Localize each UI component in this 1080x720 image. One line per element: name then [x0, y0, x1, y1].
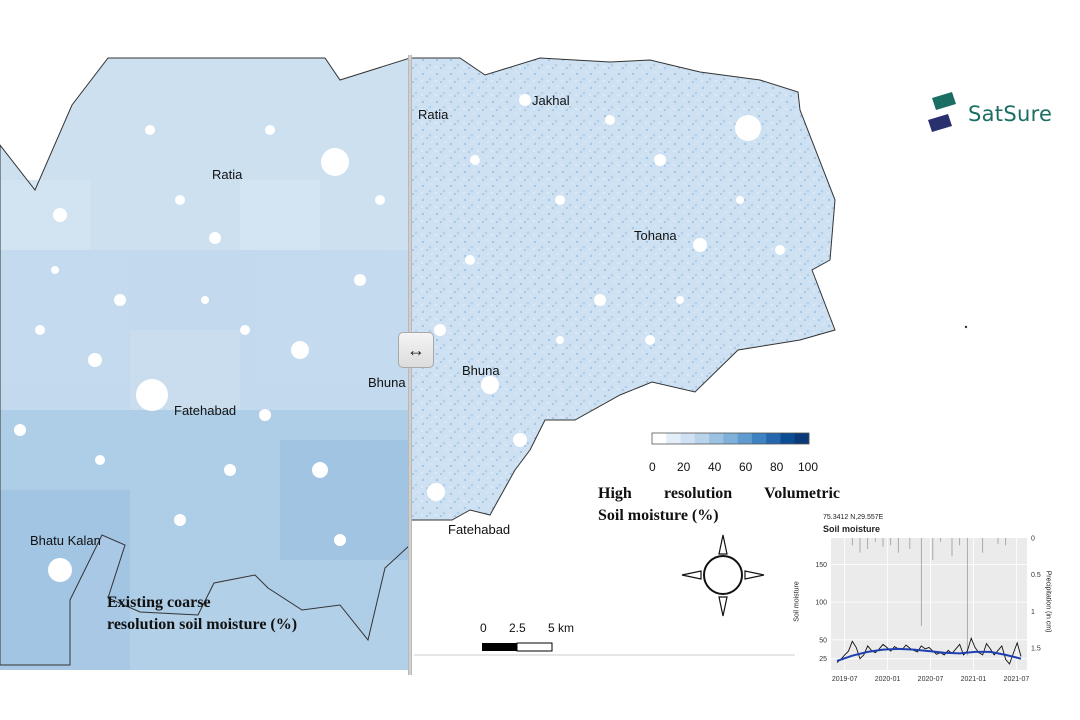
inset-x-tick: 2019-07: [832, 676, 858, 683]
legend-swatch: [652, 433, 667, 444]
place-label-jakhal: Jakhal: [532, 93, 570, 108]
village-spots-left: [14, 125, 385, 582]
village-spots-right: [427, 94, 785, 501]
inset-y2-tick: 1: [1031, 609, 1035, 616]
legend-swatch: [723, 433, 738, 444]
coarse-caption: Existing coarse resolution soil moisture…: [107, 592, 347, 636]
legend-ramp: [651, 432, 810, 445]
scale-bar: [482, 642, 553, 652]
legend-swatch: [794, 433, 810, 444]
coarse-moisture-map: [0, 57, 410, 670]
scale-label: 0: [480, 621, 487, 635]
satsure-logo-icon: [928, 92, 956, 132]
inset-x-tick: 2021-01: [961, 676, 987, 683]
brand-logo: SatSure: [926, 92, 1052, 136]
inset-title: Soil moisture: [823, 524, 881, 534]
inset-y2-tick: 0.5: [1031, 572, 1041, 579]
scale-label: 5 km: [548, 621, 575, 635]
scale-label: 2.5: [509, 621, 526, 635]
inset-y2-tick: 0: [1031, 536, 1035, 543]
inset-x-tick: 2020-01: [875, 676, 901, 683]
inset-coords: 75.3412 N,29.557E: [823, 514, 884, 521]
soil-moisture-trend: [836, 647, 1022, 662]
coarse-caption-line2: resolution soil moisture (%): [107, 616, 298, 633]
legend-tick: 80: [770, 460, 784, 474]
soil-moisture-inset-chart: 75.3412 N,29.557E Soil moisture Soil moi…: [794, 508, 1051, 686]
legend-swatch: [666, 433, 681, 444]
legend-tick: 60: [739, 460, 753, 474]
legend-swatch: [694, 433, 710, 444]
coarse-caption-line1: Existing coarse: [107, 594, 211, 611]
legend-swatch: [709, 433, 724, 444]
inset-y-tick: 25: [819, 656, 827, 663]
legend-swatch: [751, 433, 767, 444]
legend-swatch: [780, 433, 796, 444]
hires-caption-line2: Soil moisture (%): [598, 507, 719, 524]
legend-swatch: [737, 433, 753, 444]
inset-plot: 25 50 100 150 0 0.5 1 1.5 2019-07 2020-01 2020-07 2…: [815, 536, 1041, 684]
hires-caption-line1: High resolution Volumetric: [598, 485, 840, 502]
legend-tick: 20: [677, 460, 691, 474]
hires-moisture-map: [410, 57, 836, 521]
legend-tick: 40: [708, 460, 722, 474]
legend-tick: 0: [649, 460, 656, 474]
brand-name: SatSure: [968, 102, 1053, 126]
inset-y2-tick: 1.5: [1031, 646, 1041, 653]
soil-moisture-series: [836, 636, 1022, 665]
inset-y-tick: 50: [819, 637, 827, 644]
place-label-tohana: Tohana: [634, 228, 677, 243]
legend-swatch: [680, 433, 696, 444]
inset-y-tick: 150: [815, 562, 827, 569]
inset-x-tick: 2020-07: [918, 676, 944, 683]
hires-caption: High resolution Volumetric Soil moisture…: [598, 483, 840, 527]
place-label-ratia-left: Ratia: [212, 167, 243, 182]
place-label-fatehabad-left: Fatehabad: [174, 403, 237, 418]
compare-slider-handle[interactable]: ↔: [398, 332, 434, 368]
inset-y-tick: 100: [815, 600, 827, 607]
place-label-bhuna-left: Bhuna: [368, 375, 406, 390]
place-label-ratia-right: Ratia: [418, 107, 449, 122]
place-label-bhuna-right: Bhuna: [462, 363, 500, 378]
legend-swatch: [766, 433, 781, 444]
compass-rose-icon: [681, 534, 765, 617]
legend-tick: 100: [798, 460, 819, 474]
place-label-fatehabad-right: Fatehabad: [448, 522, 511, 537]
place-label-bhatu-kalan: Bhatu Kalan: [30, 533, 101, 548]
inset-x-tick: 2021-07: [1004, 676, 1030, 683]
left-right-arrow-icon: ↔: [407, 339, 425, 360]
